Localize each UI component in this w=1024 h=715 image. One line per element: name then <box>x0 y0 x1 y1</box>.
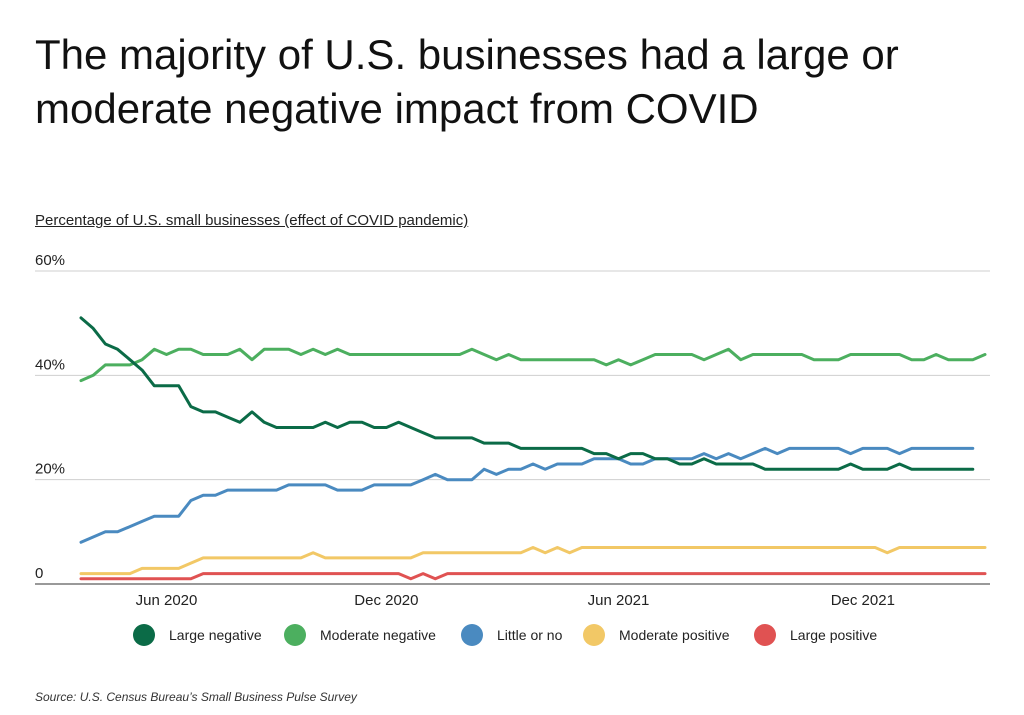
legend-item: Moderate negative <box>284 624 436 646</box>
x-tick-label: Dec 2021 <box>831 592 895 609</box>
legend-swatch <box>133 624 155 646</box>
y-tick-label: 60% <box>35 252 65 269</box>
legend-item: Moderate positive <box>583 624 730 646</box>
legend-swatch <box>284 624 306 646</box>
y-axis-ticks: 0 20% 40% 60% <box>35 252 65 582</box>
legend-item: Little or no <box>461 624 562 646</box>
x-axis-ticks: Jun 2020 Dec 2020 Jun 2021 Dec 2021 <box>136 592 895 609</box>
legend-item: Large positive <box>754 624 877 646</box>
chart-title-line-2: moderate negative impact from COVID <box>35 85 759 132</box>
series-lines <box>79 316 987 581</box>
legend-swatch <box>754 624 776 646</box>
series-line-moderate-positive <box>79 546 987 576</box>
source-note: Source: U.S. Census Bureau’s Small Busin… <box>35 690 357 704</box>
series-line-little-or-no <box>79 446 975 544</box>
x-tick-label: Dec 2020 <box>354 592 418 609</box>
legend-label: Moderate negative <box>320 627 436 643</box>
series-line-large-negative <box>79 316 975 471</box>
x-tick-label: Jun 2021 <box>588 592 650 609</box>
series-line-large-positive <box>79 572 987 581</box>
legend-swatch <box>461 624 483 646</box>
gridlines <box>35 270 990 585</box>
chart-title: The majority of U.S. businesses had a la… <box>35 28 995 136</box>
legend-swatch <box>583 624 605 646</box>
legend-label: Large negative <box>169 627 262 643</box>
legend-label: Little or no <box>497 627 563 643</box>
legend-item: Large negative <box>133 624 262 646</box>
legend-label: Large positive <box>790 627 878 643</box>
chart-title-line-1: The majority of U.S. businesses had a la… <box>35 31 899 78</box>
y-tick-label: 40% <box>35 356 65 373</box>
y-tick-label: 0 <box>35 565 43 582</box>
y-tick-label: 20% <box>35 461 65 478</box>
x-tick-label: Jun 2020 <box>136 592 198 609</box>
y-axis-title: Percentage of U.S. small businesses (eff… <box>35 212 469 229</box>
series-line-moderate-negative <box>79 347 987 383</box>
legend: Large negative Moderate negative Little or… <box>0 624 1024 648</box>
legend-label: Moderate positive <box>619 627 730 643</box>
